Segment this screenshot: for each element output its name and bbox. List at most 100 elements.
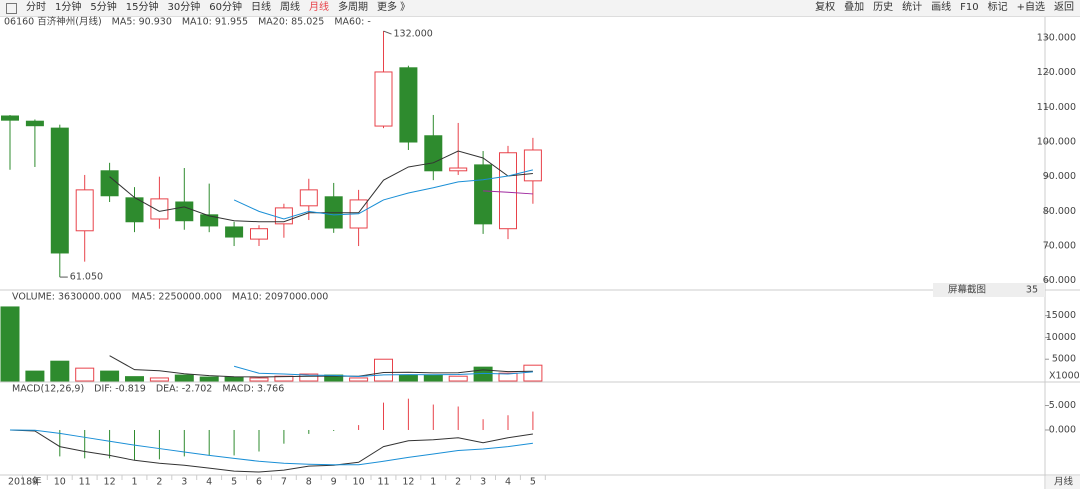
y-tick-label: 80.000	[1043, 206, 1076, 217]
y-tick-label: 15000	[1046, 310, 1076, 321]
menu-icon[interactable]	[6, 3, 17, 14]
toolbar-item[interactable]: 30分钟	[167, 2, 201, 13]
legend-entry: MACD(12,26,9)	[12, 384, 84, 395]
toolbar-item[interactable]: 更多 》	[376, 2, 411, 13]
x-tick-label: 4	[206, 477, 212, 488]
y-tick-label: 70.000	[1043, 241, 1076, 252]
y-tick-label: 5.000	[1049, 400, 1076, 411]
x-tick-label: 9	[331, 477, 337, 488]
annotation-leader	[383, 30, 392, 35]
toolbar-item[interactable]: 返回	[1054, 2, 1074, 13]
x-tick-label: 6	[256, 477, 262, 488]
line-series	[9, 429, 533, 466]
volume-bar	[249, 377, 269, 382]
period-label: 月线	[1054, 476, 1074, 488]
candle-body	[100, 170, 119, 197]
unit-label: X1000	[1049, 371, 1080, 382]
toolbar-item[interactable]: 多周期	[337, 2, 368, 13]
x-tick-label: 5	[231, 477, 237, 488]
x-tick-label: 2	[455, 477, 461, 488]
volume-bar	[349, 377, 369, 382]
toolbar-item[interactable]: 复权	[815, 2, 836, 13]
annotation: 132.000	[394, 29, 433, 40]
y-tick-label: 130.000	[1037, 32, 1076, 43]
x-tick-label: 9	[32, 477, 38, 488]
volume-bar	[299, 373, 319, 382]
legend-entry: DEA: -2.702	[156, 384, 213, 395]
volume-bar	[374, 358, 393, 382]
toolbar-item[interactable]: 标记	[987, 2, 1008, 13]
x-tick-label: 12	[104, 477, 116, 488]
background	[0, 17, 1080, 489]
volume-bar	[523, 364, 543, 382]
x-tick-label: 4	[505, 477, 511, 488]
toolbar-item[interactable]: 周线	[279, 2, 300, 13]
x-tick-label: 8	[306, 477, 312, 488]
x-tick-label: 2018年	[8, 476, 42, 488]
x-tick-label: 1	[430, 477, 436, 488]
toolbar-item[interactable]: 15分钟	[125, 2, 159, 13]
volume-bar	[0, 306, 20, 382]
candle-body	[1, 115, 19, 121]
line-series	[9, 429, 533, 473]
volume-bar	[125, 376, 144, 382]
y-tick-label: 60.000	[1043, 275, 1076, 286]
line-series	[233, 169, 534, 220]
legend-entry: MA20: 85.025	[258, 17, 324, 28]
candle-body	[150, 198, 169, 220]
toolbar-item[interactable]: 月线	[308, 2, 329, 13]
toolbar-item[interactable]: F10	[960, 2, 979, 13]
toolbar-item[interactable]: 历史	[873, 2, 894, 13]
volume-bar	[199, 376, 219, 382]
candle-body	[399, 67, 418, 143]
y-tick-label: 100.000	[1037, 137, 1076, 148]
toolbar-item[interactable]: 60分钟	[209, 2, 242, 13]
toolbar-item[interactable]: 日线	[250, 2, 271, 13]
toolbar-item[interactable]: +自选	[1016, 2, 1045, 13]
candle-body	[523, 149, 542, 182]
legend-entry: VOLUME: 3630000.000	[12, 292, 121, 303]
y-tick-label: 5000	[1052, 354, 1076, 365]
line-series	[109, 355, 533, 378]
x-tick-label: 12	[402, 477, 414, 488]
overlay-label: 屏幕截图	[948, 284, 986, 296]
x-tick-label: 10	[353, 477, 365, 488]
x-tick-label: 11	[79, 477, 91, 488]
candle-body	[499, 152, 517, 230]
candle-body	[175, 201, 194, 222]
legend-entry: MACD: 3.766	[222, 384, 284, 395]
y-tick-label: 120.000	[1037, 67, 1076, 78]
x-tick-label: 7	[281, 477, 287, 488]
toolbar-right: 复权 叠加 历史 统计 画线 F10 标记 +自选 返回	[809, 0, 1080, 16]
x-tick-label: 10	[54, 477, 66, 488]
y-tick-label: 0.000	[1049, 424, 1076, 435]
y-tick-label: 90.000	[1043, 171, 1076, 182]
volume-bar	[50, 360, 70, 382]
legend-entry: MA10: 91.955	[182, 17, 248, 28]
volume-bar	[398, 374, 418, 382]
candle-body	[250, 228, 268, 240]
toolbar-item[interactable]: 5分钟	[90, 2, 117, 13]
x-tick-label: 3	[480, 477, 486, 488]
toolbar-item[interactable]: 统计	[902, 2, 923, 13]
toolbar-item[interactable]: 分时	[26, 2, 46, 13]
period-box	[1046, 476, 1080, 489]
annotation: 61.050	[70, 272, 103, 283]
candle-body	[449, 167, 468, 172]
x-tick-label: 5	[530, 477, 536, 488]
toolbar-item[interactable]: 叠加	[844, 2, 865, 13]
y-tick-label: 10000	[1046, 332, 1076, 343]
candle-body	[424, 135, 443, 172]
overlay-box	[933, 283, 1045, 297]
x-tick-label: 2	[156, 477, 162, 488]
y-tick-label: 110.000	[1037, 102, 1076, 113]
candle-body	[374, 71, 393, 127]
candle-body	[125, 197, 144, 223]
toolbar: 分时 1分钟 5分钟 15分钟 30分钟 60分钟 日线 周线 月线 多周期 更多 》 复权 叠加 历史统…	[0, 0, 1080, 17]
toolbar-item[interactable]: 1分钟	[55, 2, 82, 13]
overlay-count: 35	[1026, 285, 1038, 296]
volume-bar	[174, 374, 194, 382]
toolbar-item[interactable]: 画线	[931, 2, 952, 13]
x-tick-label: 11	[377, 477, 389, 488]
